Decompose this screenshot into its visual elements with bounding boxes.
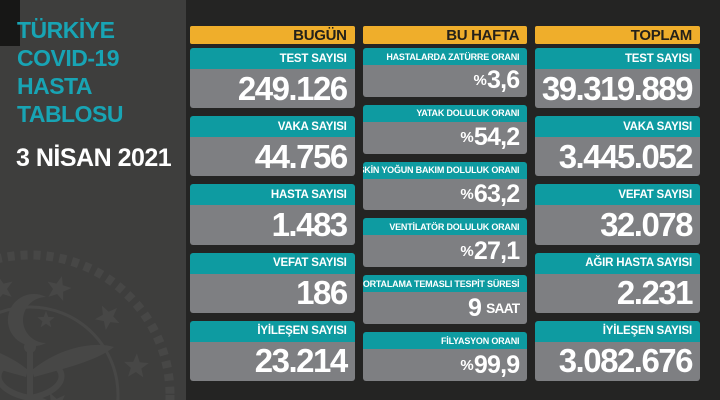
value-number: 1.483 [271,206,349,243]
stat-card-test-sayisi-toplam: TEST SAYISI 39.319.889 [535,48,701,109]
stat-label: VEFAT SAYISI [535,184,701,206]
stat-label: HASTA SAYISI [190,184,355,206]
stat-value: 249.126 [190,69,355,109]
value-number: 39.319.889 [541,69,694,107]
stat-label: VAKA SAYISI [190,116,355,138]
title-line-4: TABLOSU [17,101,123,127]
title-line-1: TÜRKİYE [17,17,115,43]
stat-card-filyasyon-orani: FİLYASYON ORANI % 99,9 [362,332,528,381]
stat-value: % 54,2 [362,121,528,154]
title-line-2: COVID-19 [17,45,120,71]
stat-card-test-sayisi-bugun: TEST SAYISI 249.126 [190,48,355,109]
stat-value: 2.231 [535,273,701,313]
column-bugun: BUGÜN TEST SAYISI 249.126 VAKA SAYISI 44… [190,26,355,382]
stat-label: FİLYASYON ORANI [362,332,528,350]
column-header-bugun: BUGÜN [190,26,355,44]
stat-card-vefat-sayisi-toplam: VEFAT SAYISI 32.078 [535,184,701,245]
column-header-bu-hafta: BU HAFTA [362,26,528,44]
column-toplam: TOPLAM TEST SAYISI 39.319.889 VAKA SAYIS… [535,26,701,382]
sidebar: TÜRKİYE COVID-19 HASTA TABLOSU 3 NİSAN 2… [0,0,186,400]
stat-label: ORTALAMA TEMASLI TESPİT SÜRESİ [362,275,528,293]
stat-value: 1.483 [190,205,355,245]
value-number: 3.445.052 [558,137,694,175]
stat-value: % 63,2 [362,178,528,211]
column-header-toplam: TOPLAM [535,26,701,44]
stat-card-vaka-sayisi-bugun: VAKA SAYISI 44.756 [190,116,355,177]
stat-label: HASTALARDA ZATÜRRE ORANI [362,48,528,65]
stat-value: 23.214 [190,341,355,382]
value-number: 44.756 [254,137,348,175]
stat-value: % 27,1 [362,235,528,268]
stat-value: % 99,9 [362,349,528,381]
stat-card-ventilator-doluluk: VENTİLATÖR DOLULUK ORANI % 27,1 [362,218,528,268]
value-number: 186 [296,274,348,312]
column-bu-hafta-cards: HASTALARDA ZATÜRRE ORANI % 3,6 YATAK DOLU… [362,48,528,381]
percent-sign: % [460,356,473,374]
stat-value: 3.082.676 [535,341,701,382]
value-number: 54,2 [473,123,520,152]
stat-card-iyilesen-sayisi-bugun: İYİLEŞEN SAYISI 23.214 [190,320,355,382]
stat-label: ERİŞKİN YOĞUN BAKIM DOLULUK ORANI [362,161,528,179]
stat-card-agir-hasta-sayisi-toplam: AĞIR HASTA SAYISI 2.231 [535,252,701,313]
stat-label: AĞIR HASTA SAYISI [535,252,701,274]
stat-card-yatak-doluluk: YATAK DOLULUK ORANI % 54,2 [362,104,528,154]
value-unit: SAAT [486,300,520,316]
column-bu-hafta: BU HAFTA HASTALARDA ZATÜRRE ORANI % 3,6 Y… [362,26,528,381]
stat-value: 44.756 [190,137,355,177]
value-number: 99,9 [473,350,520,379]
ministry-of-health-emblem-icon [0,250,175,400]
stat-card-hasta-sayisi-bugun: HASTA SAYISI 1.483 [190,184,355,245]
stat-value: 3.445.052 [535,137,701,177]
value-number: 9 [468,293,482,322]
stat-label: YATAK DOLULUK ORANI [362,104,528,122]
stats-columns: BUGÜN TEST SAYISI 249.126 VAKA SAYISI 44… [186,0,720,400]
stat-label: VAKA SAYISI [535,116,701,138]
stat-card-iyilesen-sayisi-toplam: İYİLEŞEN SAYISI 3.082.676 [535,320,701,382]
stat-card-vaka-sayisi-toplam: VAKA SAYISI 3.445.052 [535,116,701,177]
percent-sign: % [473,72,486,90]
stat-value: 32.078 [535,205,701,245]
stat-label: VENTİLATÖR DOLULUK ORANI [362,218,528,236]
value-number: 249.126 [237,69,348,107]
stat-label: TEST SAYISI [535,48,701,69]
value-number: 3,6 [486,66,520,95]
stat-label: İYİLEŞEN SAYISI [190,320,355,342]
stat-card-temasli-tespit-suresi: ORTALAMA TEMASLI TESPİT SÜRESİ 9 SAAT [362,275,528,325]
report-date: 3 NİSAN 2021 [16,144,172,172]
stat-card-vefat-sayisi-bugun: VEFAT SAYISI 186 [190,252,355,313]
value-number: 3.082.676 [558,342,694,380]
column-toplam-cards: TEST SAYISI 39.319.889 VAKA SAYISI 3.445… [535,48,701,382]
value-number: 27,1 [473,236,520,265]
percent-sign: % [460,129,473,147]
percent-sign: % [460,242,473,260]
stat-value: 39.319.889 [535,69,701,109]
stat-label: İYİLEŞEN SAYISI [535,320,701,342]
value-number: 23.214 [254,342,348,380]
stat-card-zaturre-orani: HASTALARDA ZATÜRRE ORANI % 3,6 [362,48,528,97]
page-title: TÜRKİYE COVID-19 HASTA TABLOSU [17,16,123,128]
percent-sign: % [460,186,473,204]
corner-block [0,0,20,46]
stat-label: TEST SAYISI [190,48,355,69]
value-number: 32.078 [600,206,693,243]
stat-value: 186 [190,273,355,313]
value-number: 2.231 [616,274,694,312]
stat-card-yogun-bakim-doluluk: ERİŞKİN YOĞUN BAKIM DOLULUK ORANI %63,2 [362,161,528,211]
value-number: 63,2 [473,180,520,209]
stat-value: % 3,6 [362,65,528,97]
stat-label: VEFAT SAYISI [190,252,355,274]
stat-value: 9 SAAT [362,292,528,325]
title-line-3: HASTA [17,73,93,99]
column-bugun-cards: TEST SAYISI 249.126 VAKA SAYISI 44.756 H… [190,48,355,382]
